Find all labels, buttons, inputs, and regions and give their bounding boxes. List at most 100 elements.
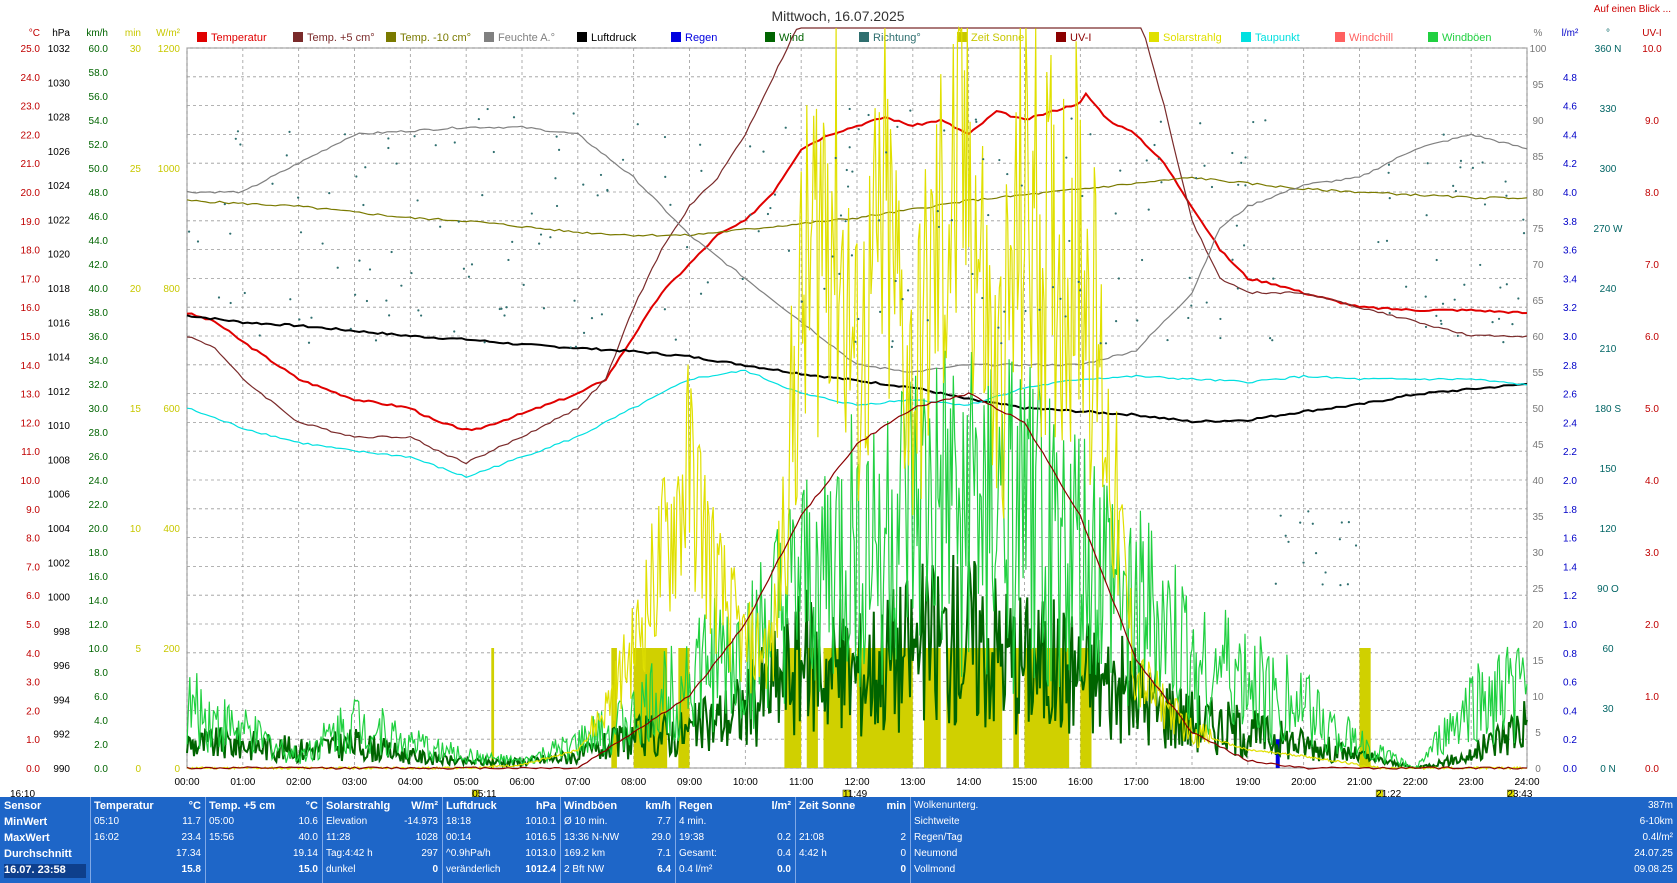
left-tick: 2.0 [94,740,108,751]
right-tick: 55 [1532,368,1544,379]
direction-dot [328,192,331,195]
direction-dot [1442,133,1445,136]
direction-dot [1459,166,1462,169]
direction-dot [1065,156,1068,159]
direction-dot [1491,321,1494,324]
direction-dot [1517,297,1520,300]
x-tick: 00:00 [174,777,199,788]
stats-cell-value: 19.14 [292,848,318,859]
direction-dot [599,173,603,177]
left-tick: 994 [53,695,70,706]
series-luftdruck [186,314,1528,424]
left-tick: 2.0 [26,706,40,717]
right-tick: 50 [1532,404,1544,415]
legend-entry: UV-I [1070,32,1091,44]
right-tick: 3.0 [1645,548,1659,559]
direction-dot [706,281,709,284]
stats-column-head: Luftdruck [446,800,497,812]
direction-dot [395,162,398,165]
direction-dot [1236,287,1239,290]
left-tick: 28.0 [89,428,109,439]
direction-dot [538,242,541,245]
direction-dot [500,307,503,310]
legend-entry: Solarstrahlg [1163,32,1222,44]
right-tick: 4.8 [1563,73,1577,84]
right-axis-unit: l/m² [1562,28,1579,39]
direction-dot [387,137,390,140]
right-tick: 9.0 [1645,116,1659,127]
right-tick: 210 [1600,344,1617,355]
time-marker-icon [471,789,480,797]
x-tick: 04:00 [398,777,423,788]
direction-dot [857,317,860,321]
stats-row-label: MinWert [4,816,48,828]
stats-cell-value: 29.0 [651,832,671,843]
direction-dot [839,214,843,217]
direction-dot [1346,583,1349,586]
direction-dot [1279,514,1282,517]
direction-dot [848,146,851,149]
direction-dot [457,220,460,223]
series-line [186,392,1528,770]
stats-cell-value: 0 [432,864,438,875]
right-tick: 0.4 [1563,706,1577,717]
direction-dot [1114,212,1117,215]
direction-dot [1099,342,1102,345]
right-tick: 45 [1532,440,1544,451]
right-tick: 270 W [1594,224,1623,235]
direction-dot [1199,122,1202,125]
direction-dot [467,275,471,278]
right-tick: 90 O [1597,584,1619,595]
left-tick: 400 [163,524,180,535]
legend-swatch [859,32,869,42]
stats-cell-label: Sichtweite [914,816,960,827]
stats-cell-label: ^0.9hPa/h [446,848,491,859]
left-tick: 6.0 [94,692,108,703]
direction-dot [636,123,639,126]
left-tick: 36.0 [89,332,109,343]
left-tick: 15 [130,404,142,415]
direction-dot [1205,301,1208,304]
direction-dot [926,319,929,322]
stats-cell-label: 21:08 [799,832,825,843]
direction-dot [297,196,300,199]
direction-dot [1166,338,1169,342]
legend-swatch [386,32,396,42]
direction-dot [470,263,474,266]
x-tick: 15:00 [1012,777,1037,788]
direction-dot [664,175,667,178]
left-tick: 1002 [48,558,71,569]
right-tick: 10 [1532,692,1544,703]
left-tick: 1020 [48,250,71,261]
direction-dot [891,340,894,343]
direction-dot [741,277,744,281]
direction-dot [217,296,221,299]
direction-dot [749,145,752,148]
left-tick: 1000 [48,593,71,604]
right-tick: 1.4 [1563,562,1577,573]
direction-dot [1272,277,1275,280]
series-line [186,176,1528,237]
series-richtung [187,107,1526,587]
overview-link[interactable]: Auf einen Blick ... [1593,4,1671,15]
left-tick: 12.0 [89,620,109,631]
left-tick: 22.0 [21,130,41,141]
direction-dot [387,146,390,150]
direction-dot [766,212,770,216]
series-wind [186,554,1528,770]
direction-dot [1522,232,1526,235]
series-line [186,125,1528,373]
right-tick: 65 [1532,296,1544,307]
direction-dot [289,298,292,301]
stats-row-label: Sensor [4,800,42,812]
direction-dot [554,177,557,180]
time-marker-label: 11:49 [843,789,868,797]
direction-dot [336,266,339,269]
right-axis-unit: ° [1606,28,1610,39]
direction-dot [749,213,752,217]
left-tick: 20.0 [21,188,41,199]
direction-dot [549,236,552,239]
left-tick: 44.0 [89,236,109,247]
stats-table: Sensor MinWert MaxWert Durchschnitt 16.07. 2… [0,797,1677,883]
direction-dot [229,301,232,305]
